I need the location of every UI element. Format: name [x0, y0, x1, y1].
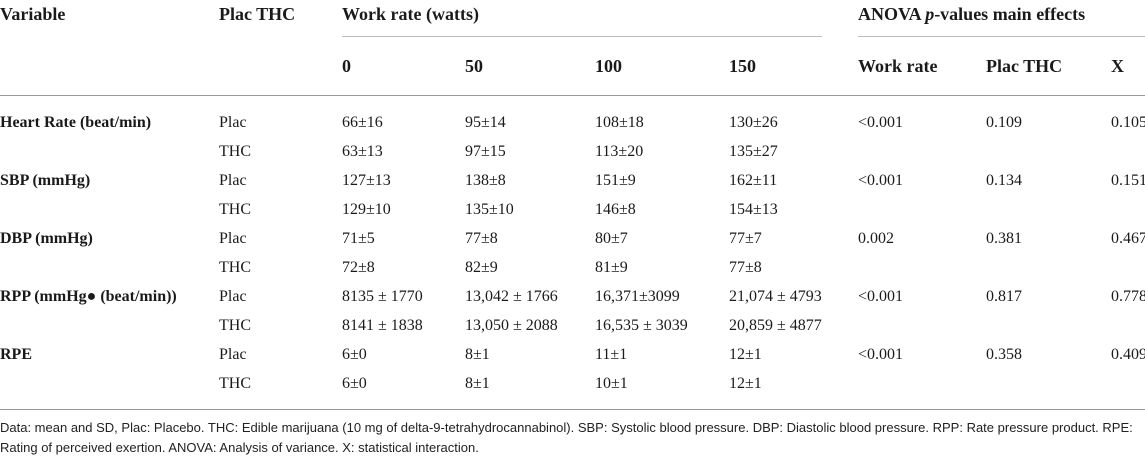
p-interaction: 0.778	[1111, 288, 1145, 305]
header-wr-0: 0	[342, 56, 351, 76]
value-wr-150: 154±13	[729, 201, 778, 218]
condition: THC	[219, 143, 251, 160]
variable-name: RPE	[0, 346, 32, 363]
header-work-rate: Work rate (watts)	[342, 4, 479, 24]
p-work-rate: <0.001	[858, 114, 904, 131]
value-wr-0: 71±5	[342, 230, 375, 247]
value-wr-100: 81±9	[595, 259, 628, 276]
value-wr-150: 135±27	[729, 143, 778, 160]
header-rule	[0, 95, 1145, 96]
value-wr-100: 80±7	[595, 230, 628, 247]
variable-name: SBP (mmHg)	[0, 172, 91, 189]
value-wr-50: 8±1	[465, 375, 490, 392]
value-wr-0: 8141 ± 1838	[342, 317, 423, 334]
condition: THC	[219, 201, 251, 218]
table-row: THC 8141 ± 1838 13,050 ± 2088 16,535 ± 3…	[0, 311, 1145, 340]
table-row: RPP (mmHg● (beat/min)) Plac 8135 ± 1770 …	[0, 282, 1145, 311]
condition: THC	[219, 259, 251, 276]
value-wr-150: 77±8	[729, 259, 762, 276]
value-wr-100: 146±8	[595, 201, 636, 218]
header-plac-thc: Plac THC	[219, 4, 296, 24]
value-wr-50: 97±15	[465, 143, 506, 160]
value-wr-50: 13,050 ± 2088	[465, 317, 558, 334]
condition: THC	[219, 317, 251, 334]
table-row: DBP (mmHg) Plac 71±5 77±8 80±7 77±7 0.00…	[0, 224, 1145, 253]
value-wr-50: 135±10	[465, 201, 514, 218]
table-row: THC 6±0 8±1 10±1 12±1	[0, 369, 1145, 398]
p-work-rate: <0.001	[858, 346, 904, 363]
value-wr-150: 20,859 ± 4877	[729, 317, 822, 334]
header-main-work-rate: Work rate	[858, 56, 938, 76]
p-plac-thc: 0.381	[986, 230, 1022, 247]
value-wr-50: 13,042 ± 1766	[465, 288, 558, 305]
header-main-plac-thc: Plac THC	[986, 56, 1063, 76]
value-wr-100: 16,371±3099	[595, 288, 680, 305]
anova-underline	[858, 36, 1145, 37]
condition: THC	[219, 375, 251, 392]
condition: Plac	[219, 288, 247, 305]
value-wr-150: 77±7	[729, 230, 762, 247]
value-wr-100: 151±9	[595, 172, 636, 189]
header-variable: Variable	[0, 4, 66, 24]
value-wr-50: 95±14	[465, 114, 506, 131]
value-wr-150: 12±1	[729, 346, 762, 363]
value-wr-0: 129±10	[342, 201, 391, 218]
p-interaction: 0.151	[1111, 172, 1145, 189]
value-wr-0: 6±0	[342, 346, 367, 363]
table-row: THC 72±8 82±9 81±9 77±8	[0, 253, 1145, 282]
variable-name: RPP (mmHg● (beat/min))	[0, 288, 177, 305]
value-wr-0: 66±16	[342, 114, 383, 131]
value-wr-100: 16,535 ± 3039	[595, 317, 688, 334]
value-wr-0: 72±8	[342, 259, 375, 276]
value-wr-50: 77±8	[465, 230, 498, 247]
value-wr-100: 113±20	[595, 143, 644, 160]
p-work-rate: 0.002	[858, 230, 894, 247]
condition: Plac	[219, 114, 247, 131]
value-wr-150: 162±11	[729, 172, 778, 189]
condition: Plac	[219, 346, 247, 363]
condition: Plac	[219, 172, 247, 189]
table-row: Heart Rate (beat/min) Plac 66±16 95±14 1…	[0, 108, 1145, 137]
value-wr-150: 130±26	[729, 114, 778, 131]
variable-name: DBP (mmHg)	[0, 230, 93, 247]
table-footnote: Data: mean and SD, Plac: Placebo. THC: E…	[0, 420, 1133, 455]
value-wr-0: 127±13	[342, 172, 391, 189]
table-row: THC 129±10 135±10 146±8 154±13	[0, 195, 1145, 224]
value-wr-100: 10±1	[595, 375, 628, 392]
header-wr-50: 50	[465, 56, 483, 76]
header-wr-150: 150	[729, 56, 756, 76]
p-interaction: 0.467	[1111, 230, 1145, 247]
value-wr-0: 63±13	[342, 143, 383, 160]
p-plac-thc: 0.817	[986, 288, 1022, 305]
value-wr-50: 82±9	[465, 259, 498, 276]
p-plac-thc: 0.358	[986, 346, 1022, 363]
table-row: THC 63±13 97±15 113±20 135±27	[0, 137, 1145, 166]
value-wr-100: 11±1	[595, 346, 628, 363]
header-anova-p: p	[925, 4, 935, 24]
value-wr-150: 12±1	[729, 375, 762, 392]
table-row: SBP (mmHg) Plac 127±13 138±8 151±9 162±1…	[0, 166, 1145, 195]
p-plac-thc: 0.109	[986, 114, 1022, 131]
p-plac-thc: 0.134	[986, 172, 1022, 189]
condition: Plac	[219, 230, 247, 247]
p-work-rate: <0.001	[858, 288, 904, 305]
value-wr-100: 108±18	[595, 114, 644, 131]
header-wr-100: 100	[595, 56, 622, 76]
value-wr-0: 8135 ± 1770	[342, 288, 423, 305]
work-rate-underline	[342, 36, 822, 37]
header-row-2: 0 50 100 150 Work rate Plac THC X	[0, 52, 1145, 81]
p-interaction: 0.409	[1111, 346, 1145, 363]
table-row: RPE Plac 6±0 8±1 11±1 12±1 <0.001 0.358 …	[0, 340, 1145, 369]
value-wr-0: 6±0	[342, 375, 367, 392]
header-row-1: Variable Plac THC Work rate (watts) ANOV…	[0, 0, 1145, 29]
value-wr-50: 138±8	[465, 172, 506, 189]
footer-rule	[0, 409, 1145, 410]
value-wr-150: 21,074 ± 4793	[729, 288, 822, 305]
value-wr-50: 8±1	[465, 346, 490, 363]
header-anova: ANOVA p-values main effects	[858, 4, 1086, 24]
p-interaction: 0.105	[1111, 114, 1145, 131]
variable-name: Heart Rate (beat/min)	[0, 114, 152, 131]
header-main-x: X	[1111, 56, 1124, 76]
p-work-rate: <0.001	[858, 172, 904, 189]
